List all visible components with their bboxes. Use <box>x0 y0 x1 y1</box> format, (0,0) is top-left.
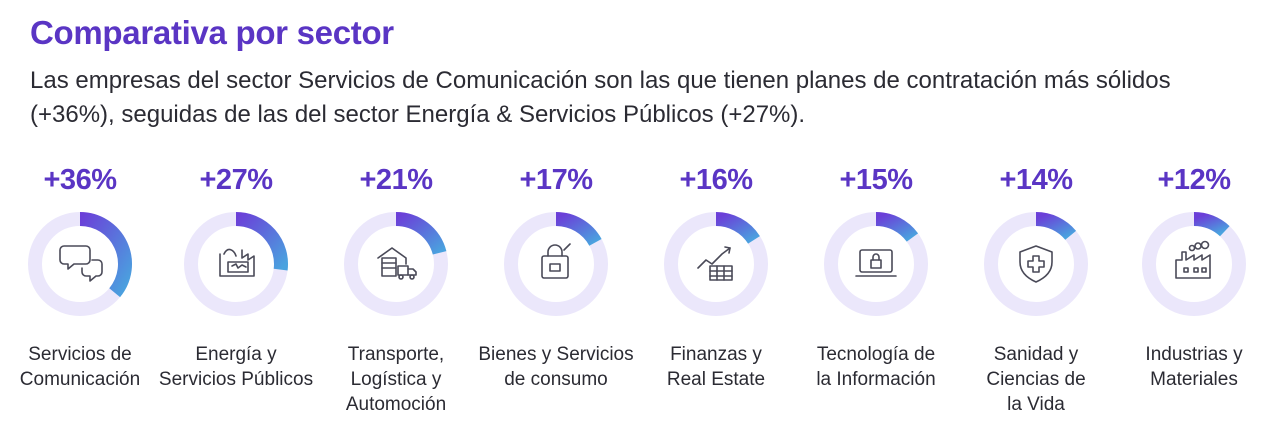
donut-chart <box>824 212 928 316</box>
donut-value-arc <box>555 212 602 247</box>
sector-percentage: +12% <box>1157 164 1231 196</box>
donut-chart <box>504 212 608 316</box>
donut-value-arc <box>1193 212 1230 237</box>
donut-value-arc <box>1035 212 1077 241</box>
donut-chart <box>344 212 448 316</box>
finance-chart-icon <box>697 246 733 281</box>
sector-percentage: +36% <box>43 164 117 196</box>
sector-percentage: +17% <box>519 164 593 196</box>
donut-chart <box>28 212 132 316</box>
sector-percentage: +15% <box>839 164 913 196</box>
donut-chart <box>984 212 1088 316</box>
sector-label: Tecnología de la Información <box>816 344 936 390</box>
sector-label: Bienes y Servicios de consumo <box>478 344 634 390</box>
donut-value-arc <box>395 212 447 255</box>
shield-cross-icon <box>1019 245 1053 283</box>
donut-chart <box>184 212 288 316</box>
energy-factory-icon <box>219 248 255 277</box>
warehouse-truck-icon <box>377 247 417 280</box>
page-subtitle: Las empresas del sector Servicios de Com… <box>30 67 1171 128</box>
sector-label: Energía y Servicios Públicos <box>158 344 314 390</box>
sector-label: Transporte, Logística y Automoción <box>345 344 447 415</box>
donut-chart <box>1142 212 1246 316</box>
sector-percentage: +14% <box>999 164 1073 196</box>
factory-icon <box>1175 240 1211 279</box>
laptop-lock-icon <box>855 249 897 277</box>
donut-value-arc <box>715 212 760 244</box>
donut-value-arc <box>875 212 919 242</box>
sector-comparison-chart: +36% Servicios de Comunicación +27% Ener… <box>0 160 1280 442</box>
sector-percentage: +21% <box>359 164 433 196</box>
donut-track <box>1142 212 1246 316</box>
donut-value-arc <box>79 212 132 298</box>
donut-value-arc <box>235 212 288 271</box>
sector-percentage: +16% <box>679 164 753 196</box>
sector-percentage: +27% <box>199 164 273 196</box>
sector-label: Industrias y Materiales <box>1145 344 1243 390</box>
sector-label: Servicios de Comunicación <box>19 344 141 390</box>
sector-label: Sanidad y Ciencias de la Vida <box>986 344 1086 415</box>
page-title: Comparativa por sector <box>30 14 394 51</box>
sector-label: Finanzas y Real Estate <box>666 344 766 390</box>
donut-chart <box>664 212 768 316</box>
chat-bubbles-icon <box>59 245 103 282</box>
shopping-bag-icon <box>541 243 571 279</box>
